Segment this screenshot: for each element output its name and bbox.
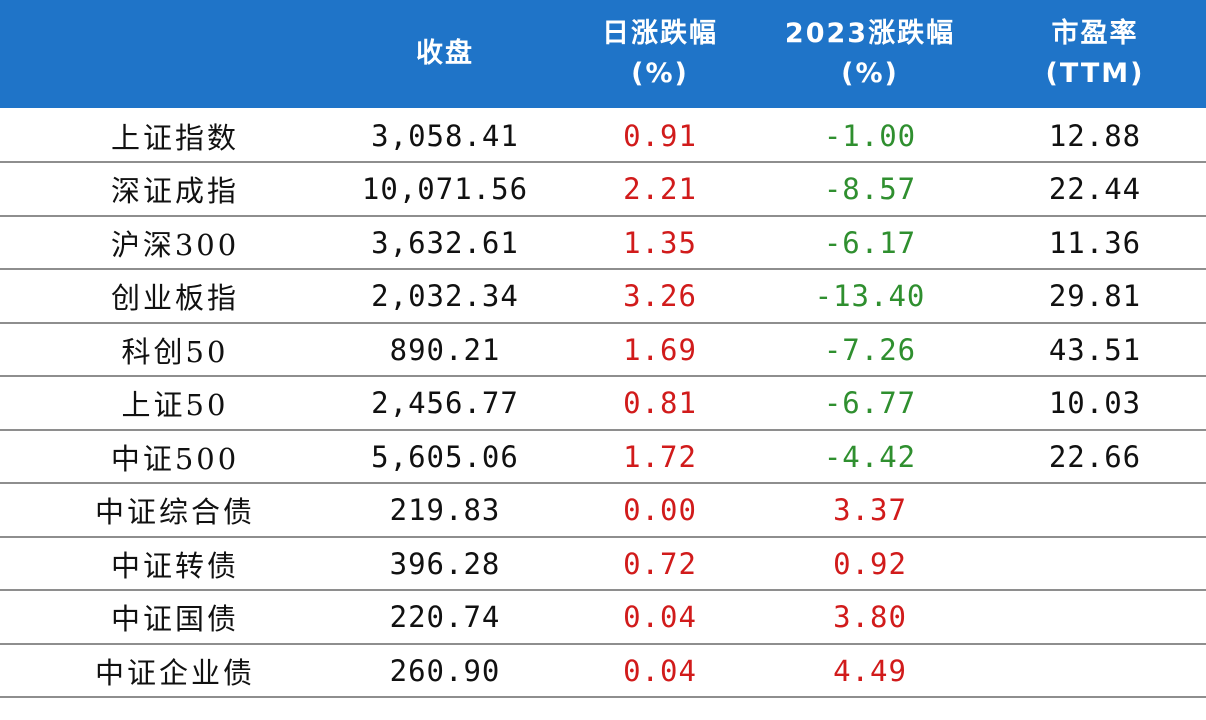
row-close: 890.21: [389, 332, 501, 367]
row-close: 219.83: [389, 493, 501, 527]
row-pe: 29.81: [1048, 279, 1142, 313]
row-ytd-change: -8.57: [823, 172, 917, 206]
header-close: 收盘: [310, 0, 580, 108]
row-close: 260.90: [389, 653, 501, 688]
row-daily-change: 0.00: [623, 493, 697, 527]
row-daily-change: 0.04: [623, 600, 697, 634]
table-row: 创业板指 2,032.34 3.26 -13.40 29.81: [0, 271, 1206, 324]
row-daily-change: 1.69: [623, 332, 697, 367]
header-daily-change: 日涨跌幅 (%): [530, 0, 790, 108]
row-pe: 22.44: [1048, 172, 1142, 206]
header-daily-change-label: 日涨跌幅: [602, 18, 718, 49]
table-header: 收盘 日涨跌幅 (%) 2023涨跌幅 (%) 市盈率 (TTM): [0, 0, 1206, 108]
row-ytd-change: -6.77: [823, 386, 917, 420]
row-daily-change: 2.21: [623, 172, 697, 206]
row-ytd-change: 4.49: [833, 653, 907, 688]
row-pe: 10.03: [1048, 386, 1142, 420]
table-row: 沪深300 3,632.61 1.35 -6.17 11.36: [0, 217, 1206, 270]
row-pe: [980, 538, 1206, 589]
row-pe: [980, 645, 1206, 696]
table-row: 中证综合债 219.83 0.00 3.37: [0, 485, 1206, 538]
row-close: 3,058.41: [371, 118, 519, 153]
table-row: 中证500 5,605.06 1.72 -4.42 22.66: [0, 431, 1206, 484]
row-pe: 12.88: [1048, 118, 1142, 153]
row-close: 220.74: [389, 600, 501, 634]
row-name: 科创50: [121, 334, 229, 369]
row-daily-change: 0.91: [623, 118, 697, 153]
row-daily-change: 3.26: [623, 279, 697, 313]
row-ytd-change: -1.00: [823, 118, 917, 153]
row-name: 中证企业债: [94, 655, 255, 690]
row-daily-change: 0.81: [623, 386, 697, 420]
row-daily-change: 1.72: [623, 439, 697, 474]
row-close: 3,632.61: [371, 225, 519, 260]
table-row: 科创50 890.21 1.69 -7.26 43.51: [0, 324, 1206, 377]
row-close: 396.28: [389, 546, 501, 581]
table-row: 中证企业债 260.90 0.04 4.49: [0, 645, 1206, 698]
row-daily-change: 0.04: [623, 653, 697, 688]
row-ytd-change: -7.26: [823, 332, 917, 367]
row-close: 2,456.77: [371, 386, 519, 420]
table-row: 中证转债 396.28 0.72 0.92: [0, 538, 1206, 591]
header-pe: 市盈率 (TTM): [980, 0, 1206, 108]
row-ytd-change: -4.42: [823, 439, 917, 474]
header-close-label: 收盘: [416, 38, 474, 69]
row-pe: [980, 485, 1206, 536]
row-ytd-change: -13.40: [814, 279, 926, 313]
row-ytd-change: 3.80: [833, 600, 907, 634]
row-name: 创业板指: [110, 281, 239, 315]
row-name: 中证500: [110, 441, 240, 476]
row-daily-change: 1.35: [623, 225, 697, 260]
header-ytd-change-unit: (%): [841, 58, 899, 89]
row-name: 沪深300: [110, 227, 240, 262]
table-row: 中证国债 220.74 0.04 3.80: [0, 592, 1206, 645]
row-daily-change: 0.72: [623, 546, 697, 581]
table-row: 上证50 2,456.77 0.81 -6.77 10.03: [0, 378, 1206, 431]
table-row: 深证成指 10,071.56 2.21 -8.57 22.44: [0, 164, 1206, 217]
header-daily-change-unit: (%): [631, 58, 689, 89]
row-ytd-change: -6.17: [823, 225, 917, 260]
table-row: 上证指数 3,058.41 0.91 -1.00 12.88: [0, 110, 1206, 163]
row-name: 深证成指: [110, 174, 239, 208]
row-name: 上证指数: [110, 120, 239, 155]
row-name: 中证综合债: [94, 495, 255, 529]
row-pe: [980, 592, 1206, 643]
row-name: 中证国债: [110, 602, 239, 636]
row-pe: 43.51: [1048, 332, 1142, 367]
row-close: 10,071.56: [361, 172, 529, 206]
row-pe: 11.36: [1048, 225, 1142, 260]
row-ytd-change: 0.92: [833, 546, 907, 581]
header-pe-unit: (TTM): [1045, 58, 1145, 89]
row-name: 中证转债: [110, 548, 239, 583]
header-ytd-change: 2023涨跌幅 (%): [740, 0, 1000, 108]
row-name: 上证50: [121, 388, 229, 422]
row-pe: 22.66: [1048, 439, 1142, 474]
row-close: 2,032.34: [371, 279, 519, 313]
header-ytd-change-label: 2023涨跌幅: [784, 18, 956, 49]
row-close: 5,605.06: [371, 439, 519, 474]
row-ytd-change: 3.37: [833, 493, 907, 527]
header-pe-label: 市盈率: [1051, 18, 1139, 49]
